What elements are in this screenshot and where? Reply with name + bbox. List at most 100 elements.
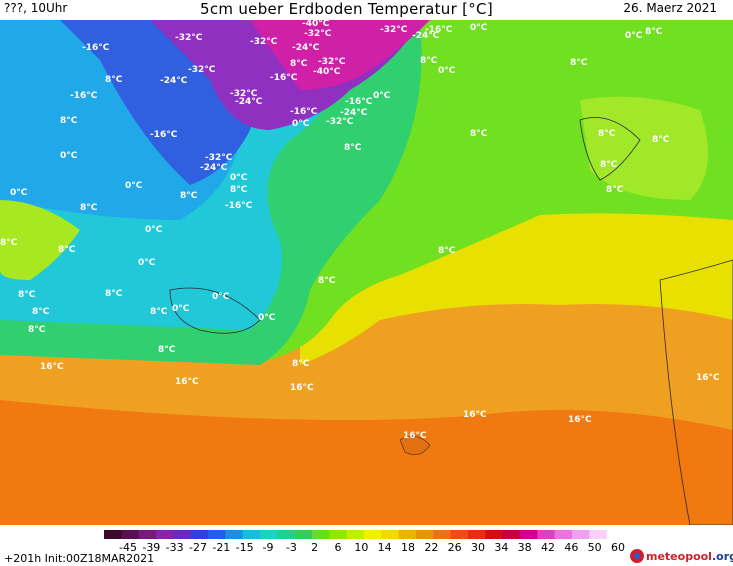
colorbar-tick-label: -39 <box>142 541 161 554</box>
label-16: 16°C <box>40 362 64 372</box>
colorbar-tick-label: 34 <box>494 541 509 554</box>
label-minus8: 8°C <box>230 185 248 195</box>
label-minus32: -32°C <box>250 37 278 47</box>
label-8: 8°C <box>18 290 36 300</box>
colorbar-swatch <box>554 530 573 539</box>
colorbar-tick-label: 14 <box>377 541 392 554</box>
label-minus40: -40°C <box>313 67 341 77</box>
colorbar-swatch <box>450 530 469 539</box>
label-8: 8°C <box>105 289 123 299</box>
header: ???, 10Uhr 5cm ueber Erdboden Temperatur… <box>0 0 733 20</box>
label-16: 16°C <box>568 415 592 425</box>
label-minus24: -24°C <box>200 163 228 173</box>
label-minus24: -24°C <box>160 76 188 86</box>
label-8: 8°C <box>598 129 616 139</box>
label-8: 8°C <box>28 325 46 335</box>
label-0: 0°C <box>125 181 143 191</box>
colorbar-tick-label: -27 <box>189 541 207 554</box>
label-minus8: 8°C <box>420 56 438 66</box>
colorbar-tick-label: 42 <box>541 541 555 554</box>
colorbar-tick-label: 26 <box>447 541 462 554</box>
label-0: 0°C <box>470 23 488 33</box>
colorbar-tick-label: 30 <box>471 541 485 554</box>
label-minus16: -16°C <box>425 25 453 35</box>
label-minus24: -24°C <box>235 97 263 107</box>
colorbar-tick-label: 22 <box>424 541 439 554</box>
label-8: 8°C <box>150 307 168 317</box>
colorbar-swatch <box>242 530 261 539</box>
label-8: 8°C <box>606 185 624 195</box>
map-title: 5cm ueber Erdboden Temperatur [°C] <box>200 0 493 18</box>
label-0: 0°C <box>292 119 310 129</box>
label-0: 0°C <box>212 292 230 302</box>
label-minus16: -16°C <box>290 107 318 117</box>
label-0: 0°C <box>230 173 248 183</box>
label-minus16: -16°C <box>270 73 298 83</box>
colorbar-swatch <box>502 530 521 539</box>
label-minus24: -24°C <box>292 43 320 53</box>
label-8: 8°C <box>80 203 98 213</box>
colorbar-swatch <box>294 530 313 539</box>
label-minus16: -16°C <box>345 97 373 107</box>
logo-icon <box>630 549 644 563</box>
label-minus32: -32°C <box>188 65 216 75</box>
label-8: 8°C <box>600 160 618 170</box>
label-minus8: 8°C <box>290 59 308 69</box>
label-minus16: -16°C <box>225 201 253 211</box>
colorbar-tick-label: -33 <box>165 541 184 554</box>
label-8: 8°C <box>438 246 456 256</box>
colorbar-swatch <box>416 530 434 539</box>
label-0: 0°C <box>10 188 28 198</box>
label-0: 0°C <box>60 151 78 161</box>
label-minus16: -16°C <box>82 43 110 53</box>
coastline-east <box>579 117 641 181</box>
colorbar-tick-label: -3 <box>285 541 297 554</box>
label-0: 0°C <box>145 225 163 235</box>
colorbar-swatch <box>329 530 348 539</box>
colorbar-swatch <box>260 530 278 539</box>
label-0: 0°C <box>172 304 190 314</box>
colorbar-swatch <box>104 530 122 539</box>
colorbar-tick-label: -21 <box>212 541 231 554</box>
coastline-small-island <box>399 435 431 456</box>
label-minus32: -32°C <box>318 57 346 67</box>
map-canvas: -40°C -32°C -32°C -32°C -24°C -32°C -24°… <box>0 20 733 525</box>
colorbar-tick-label: -9 <box>262 541 274 554</box>
label-8: 8°C <box>32 307 50 317</box>
colorbar <box>104 530 624 539</box>
colorbar-tick-label: 38 <box>517 541 532 554</box>
label-0: 0°C <box>438 66 456 76</box>
colorbar-swatch <box>572 530 590 539</box>
label-8: 8°C <box>180 191 198 201</box>
meteopool-logo[interactable]: meteopool.org <box>630 548 733 564</box>
logo-text: meteopool.org <box>646 550 733 563</box>
label-minus16: -16°C <box>70 91 98 101</box>
label-minus32: -32°C <box>230 89 258 99</box>
label-8: 8°C <box>318 276 336 286</box>
label-0: 0°C <box>138 258 156 268</box>
label-8: 8°C <box>652 135 670 145</box>
colorbar-swatch <box>589 530 608 539</box>
colorbar-tick-label: 50 <box>587 541 602 554</box>
label-16: 16°C <box>175 377 199 387</box>
colorbar-tick-label: -45 <box>119 541 137 554</box>
colorbar-swatch <box>520 530 538 539</box>
colorbar-swatch <box>156 530 174 539</box>
label-8: 8°C <box>570 58 588 68</box>
colorbar-swatch <box>485 530 504 539</box>
colorbar-swatch <box>606 530 624 539</box>
label-0: 0°C <box>625 31 643 41</box>
colorbar-swatch <box>312 530 330 539</box>
label-minus24: -24°C <box>412 31 440 41</box>
label-8: 8°C <box>158 345 176 355</box>
colorbar-tick-label: 60 <box>611 541 625 554</box>
time-label: ???, 10Uhr <box>4 1 68 15</box>
label-minus8: 8°C <box>105 75 123 85</box>
colorbar-swatch <box>173 530 192 539</box>
footer: -45 -39 -33 -27 -21 -15 -9 -3 2 6 10 14 18 22 26 30 34 38… <box>0 525 733 566</box>
label-minus32: -32°C <box>205 153 233 163</box>
colorbar-swatch <box>468 530 486 539</box>
date-label: 26. Maerz 2021 <box>623 1 717 15</box>
colorbar-tick-label: 10 <box>354 541 369 554</box>
logo-main: meteopool <box>646 549 712 563</box>
